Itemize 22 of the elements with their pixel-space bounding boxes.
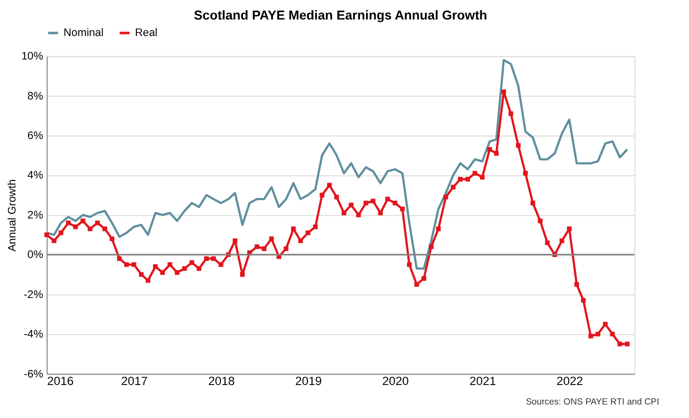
y-tick-label: -2%	[24, 288, 44, 301]
x-tick-label: 2020	[382, 374, 410, 388]
x-tick-label: 2019	[295, 374, 322, 388]
y-tick-label: 4%	[27, 170, 44, 182]
line-series	[46, 58, 628, 270]
x-tick-label: 2017	[121, 374, 148, 388]
y-tick-label: 8%	[27, 90, 44, 102]
y-tick-label: 10%	[21, 50, 44, 63]
y-tick-label: 2%	[27, 209, 44, 222]
x-tick-label: 2022	[556, 374, 584, 388]
y-tick-label: 6%	[27, 130, 44, 142]
y-tick-label: 0%	[27, 249, 44, 262]
x-tick-label: 2018	[208, 374, 236, 388]
legend-label: Nominal	[64, 26, 104, 39]
y-tick-label: -6%	[24, 368, 44, 380]
y-axis-title: Annual Growth	[6, 179, 18, 252]
x-tick-label: 2021	[470, 374, 496, 388]
x-tick-label: 2016	[47, 374, 74, 388]
source-note: Sources: ONS PAYE RTI and CPI	[526, 396, 660, 407]
y-tick-label: -4%	[24, 328, 44, 341]
legend-label: Real	[135, 26, 158, 39]
chart-title: Scotland PAYE Median Earnings Annual Growth	[194, 7, 488, 22]
